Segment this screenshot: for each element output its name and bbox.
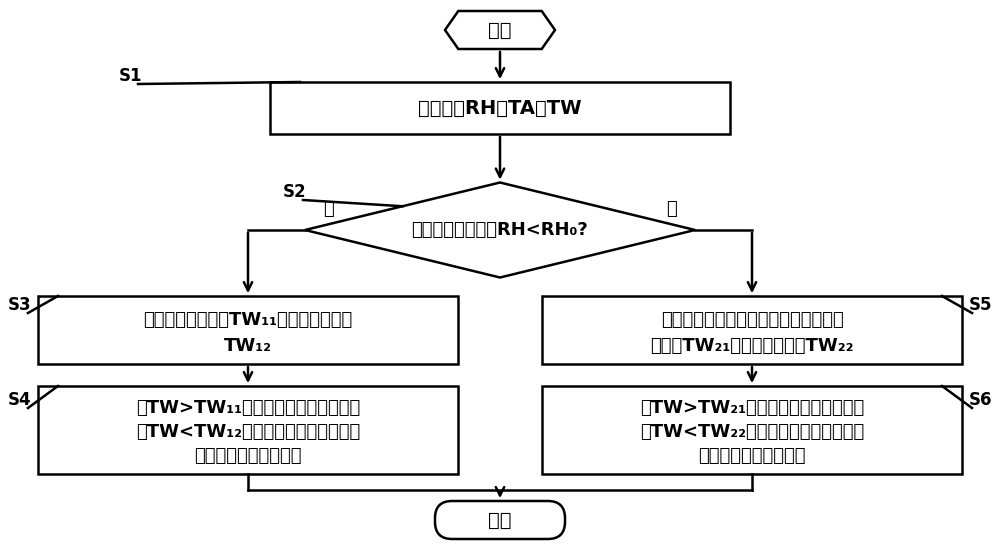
Text: TW₁₂: TW₁₂	[224, 337, 272, 355]
Text: 动水温TW₂₁和第二停机水温TW₂₂: 动水温TW₂₁和第二停机水温TW₂₂	[650, 337, 854, 355]
Bar	[542, 296, 962, 364]
Bar	[38, 386, 458, 474]
Text: 当TW<TW₂₂时，生成第二停机指令，: 当TW<TW₂₂时，生成第二停机指令，	[640, 423, 864, 441]
Text: 对功率柜进行加热除湿，并确定第二启: 对功率柜进行加热除湿，并确定第二启	[661, 311, 843, 329]
Polygon shape	[445, 11, 555, 49]
FancyBboxPatch shape	[435, 501, 565, 539]
Bar	[38, 296, 458, 364]
FancyBboxPatch shape	[452, 501, 548, 539]
Text: 结束: 结束	[488, 510, 512, 530]
Text: 确定第一启动水温TW₁₁和第一停机水温: 确定第一启动水温TW₁₁和第一停机水温	[143, 311, 353, 329]
Polygon shape	[305, 182, 695, 278]
Text: 带载运行状态下，RH<RH₀?: 带载运行状态下，RH<RH₀?	[412, 221, 588, 239]
Bar	[542, 386, 962, 474]
Text: 是: 是	[323, 200, 334, 218]
Text: 否: 否	[666, 200, 677, 218]
Text: 当TW>TW₂₁时，生成第二启动指令，: 当TW>TW₂₁时，生成第二启动指令，	[640, 399, 864, 417]
Bar	[270, 82, 730, 134]
Text: 并将其发送至主控系统: 并将其发送至主控系统	[194, 447, 302, 465]
Text: 实时获取RH、TA和TW: 实时获取RH、TA和TW	[418, 99, 582, 117]
Text: S6: S6	[968, 391, 992, 409]
Text: 并将其发送至主控系统: 并将其发送至主控系统	[698, 447, 806, 465]
Text: 当TW>TW₁₁时，生成第一启动指令，: 当TW>TW₁₁时，生成第一启动指令，	[136, 399, 360, 417]
Text: 当TW<TW₁₂时，生成第一停机指令，: 当TW<TW₁₂时，生成第一停机指令，	[136, 423, 360, 441]
Text: S2: S2	[283, 183, 307, 201]
Text: 开始: 开始	[488, 20, 512, 40]
Text: S4: S4	[8, 391, 32, 409]
Text: S5: S5	[968, 296, 992, 314]
Text: S1: S1	[118, 67, 142, 85]
Text: S3: S3	[8, 296, 32, 314]
